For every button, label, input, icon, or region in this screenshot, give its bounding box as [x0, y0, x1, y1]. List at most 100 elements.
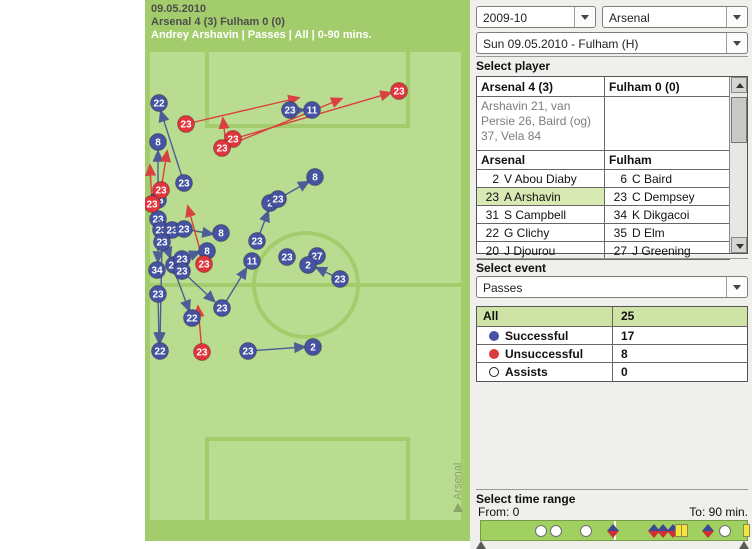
successful-pass-marker: 34 — [148, 261, 166, 279]
filter-summary: Andrey Arshavin | Passes | All | 0-90 mi… — [151, 29, 372, 41]
successful-pass-marker: 22 — [151, 342, 169, 360]
unsuccessful-pass-marker: 23 — [145, 195, 161, 213]
successful-pass-marker: 11 — [303, 101, 321, 119]
player-list-scrollbar[interactable] — [729, 77, 747, 253]
season-value: 2009-10 — [483, 11, 528, 25]
scroll-down-button[interactable] — [731, 237, 747, 253]
substitution-marker-icon — [702, 524, 714, 538]
successful-pass-marker: 23 — [153, 233, 171, 251]
successful-pass-marker: 2 — [299, 256, 317, 274]
successful-pass-marker: 23 — [175, 220, 193, 238]
svg-text:27: 27 — [311, 252, 323, 263]
svg-text:23: 23 — [272, 195, 284, 206]
control-panel: 2009-10 Arsenal Sun 09.05.2010 - Fulham … — [470, 0, 752, 549]
svg-text:23: 23 — [152, 290, 164, 301]
season-select[interactable]: 2009-10 — [476, 6, 596, 28]
svg-text:2: 2 — [305, 261, 311, 272]
successful-pass-line — [158, 109, 185, 184]
stats-row-unsuccessful[interactable]: Unsuccessful 8 — [477, 345, 747, 363]
substitution-marker-icon — [667, 524, 679, 538]
successful-pass-marker: 23 — [239, 342, 257, 360]
substitution-marker-icon — [648, 524, 660, 538]
event-stats-table: All 25 Successful 17 Unsuccessful 8 Assists 0 — [476, 306, 748, 382]
away-team-header: Fulham — [609, 153, 652, 167]
successful-pass-marker: 8 — [212, 224, 230, 242]
event-dropdown-arrow-icon[interactable] — [726, 277, 747, 297]
scrollbar-thumb[interactable] — [731, 97, 747, 143]
svg-text:23: 23 — [251, 237, 263, 248]
goal-marker-icon — [580, 525, 592, 537]
goal-marker-icon — [535, 525, 547, 537]
svg-text:23: 23 — [178, 179, 190, 190]
assists-dot-icon — [489, 367, 499, 377]
scroll-up-button[interactable] — [731, 77, 747, 93]
stats-row-all[interactable]: All 25 — [477, 307, 747, 327]
time-to-handle[interactable] — [739, 541, 749, 549]
svg-text:23: 23 — [176, 255, 188, 266]
unsuccessful-pass-marker: 23 — [177, 115, 195, 133]
team-dropdown-arrow-icon[interactable] — [726, 7, 747, 27]
svg-text:8: 8 — [218, 229, 224, 240]
svg-text:23: 23 — [242, 347, 254, 358]
player-row[interactable]: 22 G Clichy 35 D Elm — [477, 224, 730, 242]
time-from-handle[interactable] — [476, 541, 486, 549]
successful-pass-marker: 23 — [248, 232, 266, 250]
svg-text:23: 23 — [216, 304, 228, 315]
player-row[interactable]: 23 A Arshavin 23 C Dempsey — [477, 188, 730, 206]
svg-text:23: 23 — [178, 225, 190, 236]
svg-text:22: 22 — [153, 99, 165, 110]
svg-text:22: 22 — [186, 314, 198, 325]
svg-text:8: 8 — [312, 173, 318, 184]
goalscorers: Arshavin 21, van Persie 26, Baird (og) 3… — [477, 97, 605, 150]
svg-text:23: 23 — [227, 135, 239, 146]
stats-row-successful[interactable]: Successful 17 — [477, 327, 747, 345]
svg-text:2: 2 — [310, 343, 316, 354]
team-value: Arsenal — [609, 11, 650, 25]
unsuccessful-pass-marker: 23 — [152, 181, 170, 199]
unsuccessful-pass-line — [185, 94, 301, 125]
stats-all-label: All — [477, 307, 613, 326]
away-score-header: Fulham 0 (0) — [609, 80, 680, 94]
svg-text:23: 23 — [196, 348, 208, 359]
attack-direction-label: Arsenal — [452, 463, 464, 500]
successful-dot-icon — [489, 331, 499, 341]
svg-text:23: 23 — [284, 106, 296, 117]
match-dropdown-arrow-icon[interactable] — [726, 33, 747, 53]
svg-text:23: 23 — [176, 267, 188, 278]
match-score: Arsenal 4 (3) Fulham 0 (0) — [151, 16, 285, 28]
timeline[interactable] — [480, 520, 750, 541]
successful-pass-marker: 2 — [304, 338, 322, 356]
successful-pass-marker: 23 — [173, 262, 191, 280]
svg-text:23: 23 — [155, 186, 167, 197]
player-row[interactable]: 20 J Djourou 27 J Greening — [477, 242, 730, 260]
event-select[interactable]: Passes — [476, 276, 748, 298]
match-select[interactable]: Sun 09.05.2010 - Fulham (H) — [476, 32, 748, 54]
select-time-range-heading: Select time range — [476, 492, 576, 506]
goal-marker-icon — [719, 525, 731, 537]
attack-direction-icon — [453, 503, 463, 512]
successful-pass-marker: 23 — [213, 299, 231, 317]
successful-pass-marker: 8 — [149, 133, 167, 151]
svg-text:23: 23 — [216, 144, 228, 155]
select-player-heading: Select player — [476, 59, 551, 73]
successful-pass-marker: 23 — [175, 174, 193, 192]
player-table: Arsenal 4 (3) Fulham 0 (0) Arshavin 21, … — [476, 76, 748, 260]
divider — [476, 258, 748, 259]
event-value: Passes — [483, 281, 523, 295]
svg-text:8: 8 — [155, 138, 161, 149]
divider — [476, 56, 748, 57]
svg-text:23: 23 — [334, 275, 346, 286]
season-dropdown-arrow-icon[interactable] — [574, 7, 595, 27]
goal-marker-icon — [550, 525, 562, 537]
successful-pass-marker: 23 — [269, 190, 287, 208]
stats-row-assists[interactable]: Assists 0 — [477, 363, 747, 381]
svg-text:23: 23 — [198, 260, 210, 271]
svg-text:11: 11 — [307, 106, 318, 117]
home-score-header: Arsenal 4 (3) — [477, 77, 605, 97]
player-row[interactable]: 31 S Campbell 34 K Dikgacoi — [477, 206, 730, 224]
pitch-panel: 09.05.2010 Arsenal 4 (3) Fulham 0 (0) An… — [145, 0, 470, 541]
team-select[interactable]: Arsenal — [602, 6, 748, 28]
substitution-marker-icon — [607, 524, 619, 538]
unsuccessful-pass-marker: 23 — [193, 343, 211, 361]
